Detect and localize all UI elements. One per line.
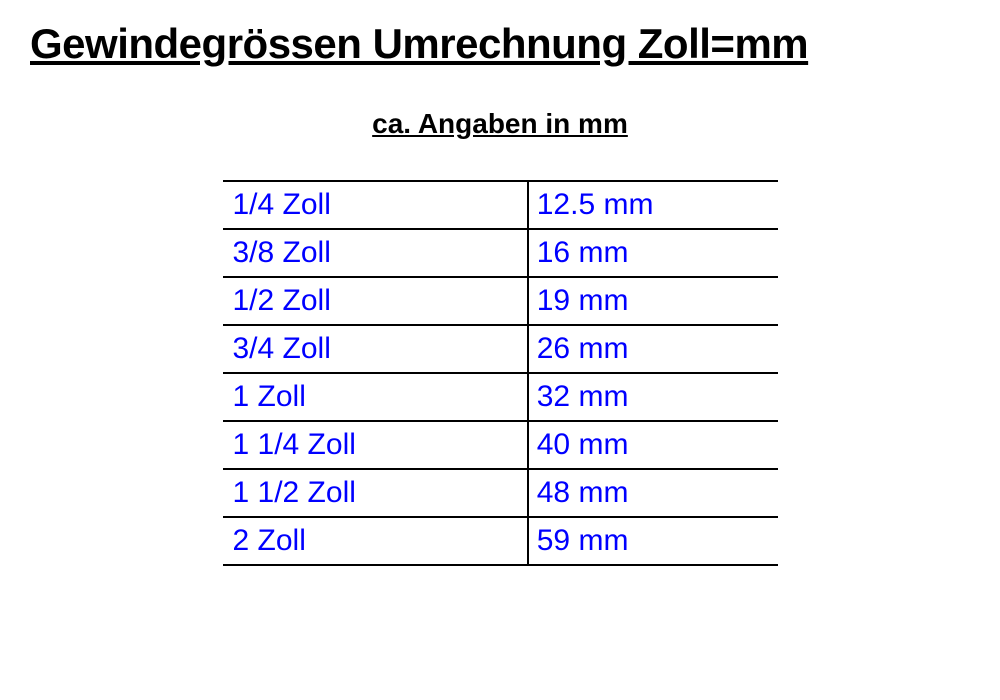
mm-cell: 19 mm <box>528 277 778 325</box>
page-title: Gewindegrössen Umrechnung Zoll=mm <box>30 20 970 68</box>
conversion-table-body: 1/4 Zoll 12.5 mm 3/8 Zoll 16 mm 1/2 Zoll… <box>223 181 778 565</box>
table-row: 1 1/2 Zoll 48 mm <box>223 469 778 517</box>
mm-cell: 59 mm <box>528 517 778 565</box>
zoll-cell: 1/4 Zoll <box>223 181 528 229</box>
mm-cell: 48 mm <box>528 469 778 517</box>
mm-cell: 12.5 mm <box>528 181 778 229</box>
table-row: 3/8 Zoll 16 mm <box>223 229 778 277</box>
zoll-cell: 1 1/2 Zoll <box>223 469 528 517</box>
conversion-table: 1/4 Zoll 12.5 mm 3/8 Zoll 16 mm 1/2 Zoll… <box>223 180 778 566</box>
table-row: 1 Zoll 32 mm <box>223 373 778 421</box>
table-row: 1/4 Zoll 12.5 mm <box>223 181 778 229</box>
zoll-cell: 1 1/4 Zoll <box>223 421 528 469</box>
table-row: 1 1/4 Zoll 40 mm <box>223 421 778 469</box>
mm-cell: 16 mm <box>528 229 778 277</box>
table-row: 3/4 Zoll 26 mm <box>223 325 778 373</box>
page-subtitle: ca. Angaben in mm <box>30 108 970 140</box>
zoll-cell: 3/4 Zoll <box>223 325 528 373</box>
zoll-cell: 1/2 Zoll <box>223 277 528 325</box>
mm-cell: 26 mm <box>528 325 778 373</box>
table-row: 2 Zoll 59 mm <box>223 517 778 565</box>
table-row: 1/2 Zoll 19 mm <box>223 277 778 325</box>
zoll-cell: 3/8 Zoll <box>223 229 528 277</box>
mm-cell: 40 mm <box>528 421 778 469</box>
zoll-cell: 2 Zoll <box>223 517 528 565</box>
conversion-table-container: 1/4 Zoll 12.5 mm 3/8 Zoll 16 mm 1/2 Zoll… <box>30 180 970 566</box>
mm-cell: 32 mm <box>528 373 778 421</box>
zoll-cell: 1 Zoll <box>223 373 528 421</box>
